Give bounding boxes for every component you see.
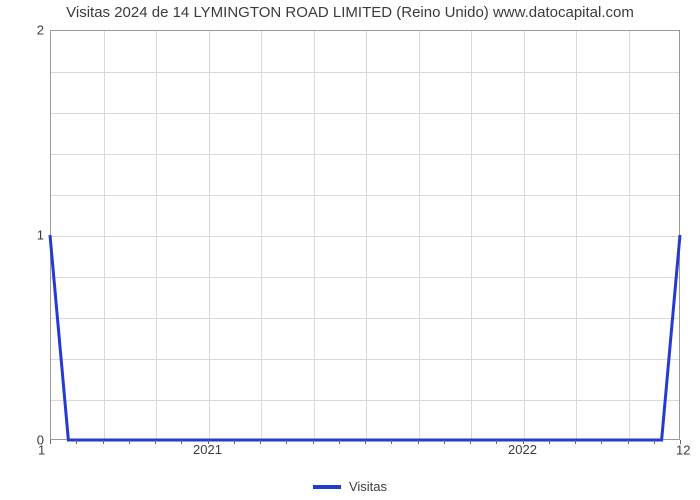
legend-swatch	[313, 485, 341, 489]
xtick-mark	[496, 440, 497, 444]
xtick-mark	[339, 440, 340, 444]
xtick-mark	[418, 440, 419, 444]
xtick-mark	[470, 440, 471, 444]
xtick-mark	[549, 440, 550, 444]
xtick-mark	[234, 440, 235, 444]
xtick-mark	[103, 440, 104, 444]
xtick-mark	[628, 440, 629, 444]
chart-title: Visitas 2024 de 14 LYMINGTON ROAD LIMITE…	[0, 4, 700, 21]
xtick-mark	[155, 440, 156, 444]
x-end-label-left: 1	[38, 443, 45, 458]
xtick-mark	[444, 440, 445, 444]
ytick-label: 2	[37, 23, 44, 38]
xtick-mark	[575, 440, 576, 444]
ytick-label: 1	[37, 228, 44, 243]
series-line	[50, 235, 680, 440]
legend-label: Visitas	[349, 479, 387, 494]
xtick-label: 2021	[193, 442, 222, 457]
legend: Visitas	[0, 478, 700, 494]
xtick-mark	[129, 440, 130, 444]
xtick-mark	[365, 440, 366, 444]
xtick-mark	[50, 440, 51, 444]
xtick-mark	[601, 440, 602, 444]
xtick-mark	[313, 440, 314, 444]
xtick-label: 2022	[508, 442, 537, 457]
xtick-mark	[654, 440, 655, 444]
chart-container: Visitas 2024 de 14 LYMINGTON ROAD LIMITE…	[0, 0, 700, 500]
x-end-label-right: 12	[676, 443, 690, 458]
xtick-mark	[286, 440, 287, 444]
xtick-mark	[181, 440, 182, 444]
xtick-mark	[260, 440, 261, 444]
series-layer	[50, 30, 680, 440]
xtick-mark	[391, 440, 392, 444]
xtick-mark	[76, 440, 77, 444]
